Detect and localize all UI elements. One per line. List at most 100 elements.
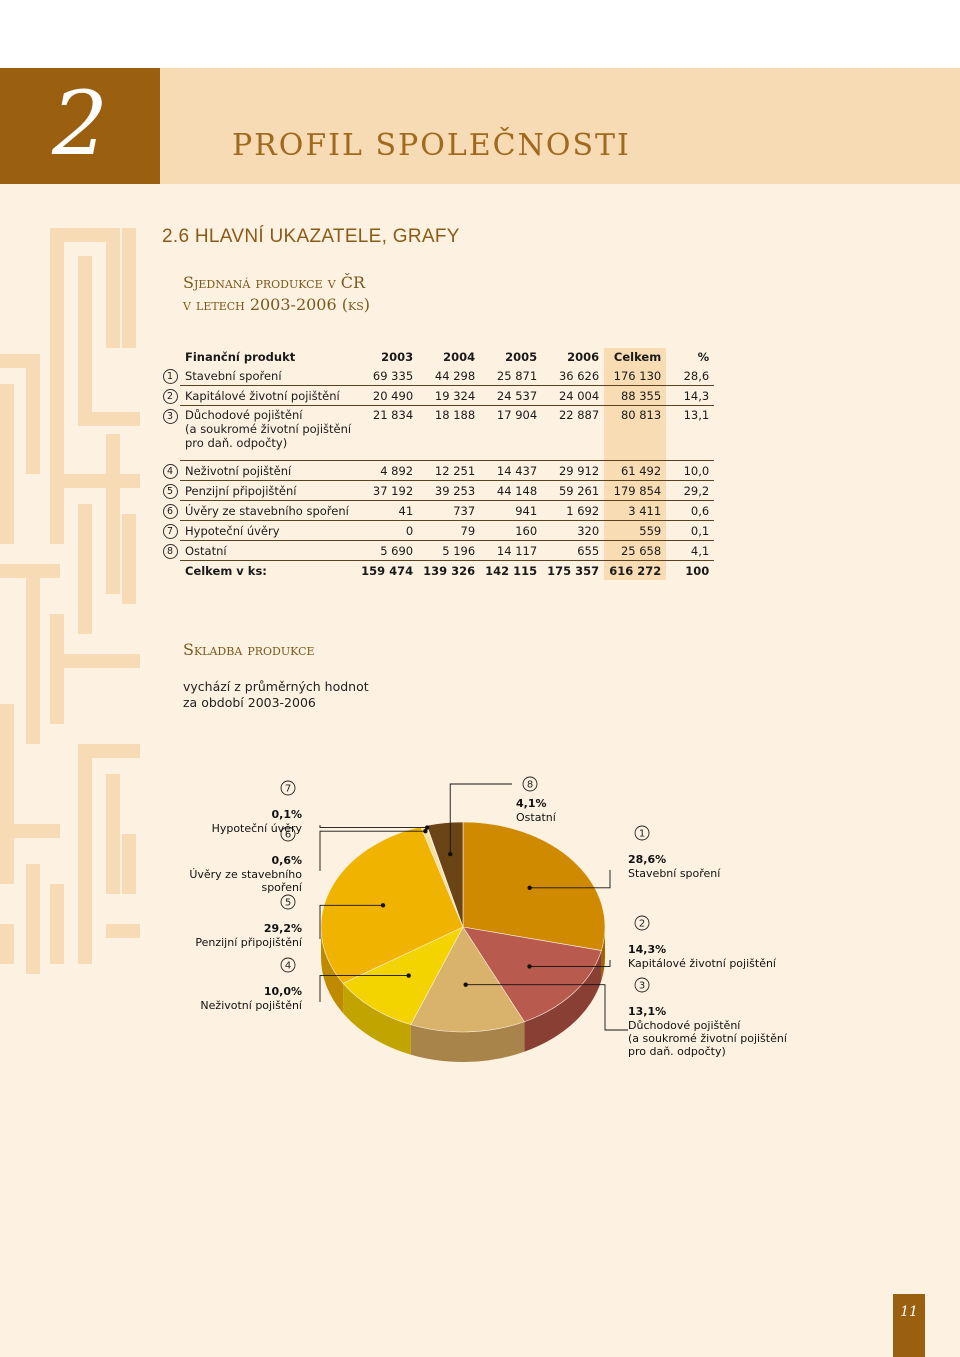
table-row: 2 Kapitálové životní pojištění 20 490 19 32… — [160, 385, 715, 406]
callout-line — [465, 984, 628, 1031]
table-heading: Sjednaná produkce v ČR v letech 2003-200… — [183, 272, 370, 316]
callout-line — [319, 830, 426, 871]
row-number-badge: 1 — [162, 368, 178, 384]
table-cell: 14 437 — [480, 460, 543, 481]
product-name: Hypoteční úvěry — [180, 520, 357, 541]
table-cell: 20 490 — [356, 385, 419, 406]
slice-name-label: Stavební spoření — [628, 867, 721, 880]
table-cell: 29,2 — [666, 480, 715, 501]
table-cell: 25 658 — [604, 540, 667, 561]
table-cell: 0,1 — [666, 520, 715, 541]
row-number-badge: 5 — [162, 483, 178, 499]
total-cell: 142 115 — [485, 563, 538, 578]
chapter-number: 2 — [52, 72, 108, 175]
row-number-badge: 7 — [162, 523, 178, 539]
callout-line — [319, 825, 428, 829]
table-cell: 25 871 — [480, 366, 543, 386]
row-number-badge: 8 — [162, 543, 178, 559]
table-cell: 41 — [356, 500, 419, 521]
table-cell: 17 904 — [480, 405, 543, 461]
slice-value-label: 0,6% — [271, 854, 302, 867]
row-number-badge: 6 — [162, 503, 178, 519]
column-header-2006: 2006 — [567, 350, 600, 364]
table-cell: 559 — [604, 520, 667, 541]
total-cell: 100 — [685, 563, 710, 578]
column-header-product: Finanční produkt — [185, 350, 296, 364]
slice-name-label: Úvěry ze stavebního — [189, 868, 302, 881]
table-cell: 19 324 — [418, 385, 481, 406]
table-cell: 14,3 — [666, 385, 715, 406]
table-cell: 21 834 — [356, 405, 419, 461]
chapter-title: PROFIL SPOLEČNOSTI — [232, 128, 631, 163]
table-cell: 36 626 — [542, 366, 605, 386]
table-cell: 10,0 — [666, 460, 715, 481]
slice-name-label: spoření — [261, 881, 302, 894]
table-cell: 4,1 — [666, 540, 715, 561]
product-name: Důchodové pojištění (a soukromé životní p… — [180, 405, 357, 461]
page-number-box — [893, 1294, 925, 1357]
table-cell: 176 130 — [604, 366, 667, 386]
table-cell: 39 253 — [418, 480, 481, 501]
section-title: 2.6 HLAVNÍ UKAZATELE, GRAFY — [162, 226, 460, 247]
table-row: 4 Neživotní pojištění 4 892 12 251 14 437 29 … — [160, 460, 715, 481]
slice-name-label: Ostatní — [516, 811, 557, 824]
pie-slice-side — [410, 1021, 525, 1062]
table-cell: 179 854 — [604, 480, 667, 501]
callout-line — [319, 975, 409, 1002]
total-cell: 616 272 — [604, 560, 667, 580]
callout-badge — [522, 776, 538, 792]
table-cell: 13,1 — [666, 405, 715, 461]
table-cell: 22 887 — [542, 405, 605, 461]
table-row: 7 Hypoteční úvěry 0 79 160 320 559 0,1 — [160, 520, 715, 541]
product-name: Kapitálové životní pojištění — [180, 385, 357, 406]
table-cell: 24 004 — [542, 385, 605, 406]
table-cell: 5 196 — [418, 540, 481, 561]
slice-value-label: 28,6% — [628, 853, 666, 866]
column-header-total: Celkem — [604, 348, 667, 366]
product-name: Penzijní připojištění — [180, 480, 357, 501]
table-cell: 1 692 — [542, 500, 605, 521]
chapter-header-band — [160, 68, 960, 184]
callout-badge-number: 4 — [285, 961, 291, 972]
chapter-number-box — [0, 68, 160, 184]
callout-badge — [280, 894, 296, 910]
total-cell: 159 474 — [361, 563, 414, 578]
pie-slice-side — [321, 927, 344, 1014]
chart-note-line2: za období 2003-2006 — [183, 695, 316, 710]
slice-name-label: Kapitálové životní pojištění — [628, 957, 777, 970]
callout-line — [529, 870, 611, 889]
column-header-2004: 2004 — [443, 350, 476, 364]
table-cell: 37 192 — [356, 480, 419, 501]
slice-value-label: 13,1% — [628, 1005, 666, 1018]
table-cell: 320 — [542, 520, 605, 541]
column-header-2005: 2005 — [505, 350, 538, 364]
total-cell: 175 357 — [547, 563, 600, 578]
callout-badge-number: 3 — [639, 981, 645, 992]
slice-value-label: 10,0% — [264, 985, 302, 998]
table-cell: 941 — [480, 500, 543, 521]
slice-value-label: 0,1% — [271, 808, 302, 821]
column-header-percent: % — [697, 350, 710, 364]
table-cell: 79 — [418, 520, 481, 541]
slice-value-label: 29,2% — [264, 922, 302, 935]
slice-name-label: Hypoteční úvěry — [212, 822, 303, 835]
callout-line — [449, 783, 512, 855]
pie-slice-side — [343, 983, 411, 1055]
pie-slice-side — [524, 950, 602, 1052]
table-cell: 80 813 — [604, 405, 667, 461]
table-heading-line1: Sjednaná produkce v ČR — [183, 273, 366, 292]
product-name: Stavební spoření — [180, 366, 357, 386]
product-name-line: pro daň. odpočty) — [185, 436, 288, 450]
pie-chart: 1 28,6%Stavební spoření 2 14,3%Kapitálové ž… — [189, 776, 788, 1062]
table-cell: 44 298 — [418, 366, 481, 386]
table-cell: 88 355 — [604, 385, 667, 406]
callout-dot — [448, 851, 453, 857]
table-cell: 29 912 — [542, 460, 605, 481]
table-cell: 12 251 — [418, 460, 481, 481]
row-number-badge: 4 — [162, 463, 178, 479]
table-row: 1 Stavební spoření 69 335 44 298 25 871 36 62… — [160, 366, 715, 386]
table-cell: 59 261 — [542, 480, 605, 501]
product-name-line: (a soukromé životní pojištění — [185, 422, 352, 436]
table-cell: 4 892 — [356, 460, 419, 481]
chart-heading: Skladba produkce — [183, 640, 315, 659]
